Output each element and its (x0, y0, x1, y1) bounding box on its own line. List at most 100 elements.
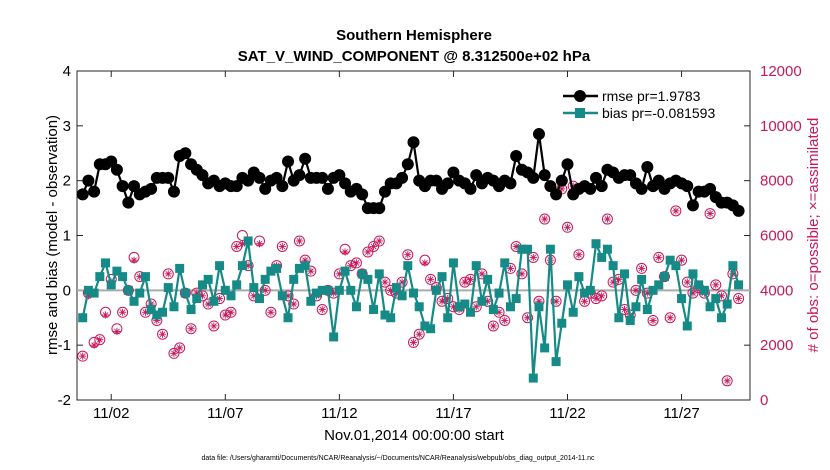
bias-point (483, 274, 493, 284)
possible-obs-point (653, 251, 665, 263)
assimilated-star-stroke (427, 276, 434, 283)
possible-obs-point (225, 306, 237, 318)
assimilated-star-stroke (165, 271, 172, 277)
assimilated-star-stroke (684, 279, 691, 285)
rmse-point (293, 169, 306, 182)
bias-point (186, 305, 196, 315)
possible-obs-point (174, 342, 186, 354)
bias-point (734, 280, 744, 290)
possible-obs-point (710, 279, 722, 291)
bias-point (551, 357, 561, 367)
assimilated-star-stroke (712, 281, 719, 288)
bias-point (443, 313, 453, 323)
bias-point (494, 288, 504, 298)
bias-point (329, 332, 339, 342)
possible-obs-point (168, 347, 180, 359)
y-right-tick-label: 8000 (760, 173, 793, 190)
y-right-tick-label: 4000 (760, 282, 793, 299)
bias-point (414, 302, 424, 312)
bias-point (163, 283, 173, 293)
assimilated-star-stroke (672, 207, 679, 214)
assimilated-star-stroke (131, 257, 137, 264)
legend-rmse-marker (574, 90, 586, 102)
assimilated-star-stroke (211, 323, 217, 329)
bias-point (694, 280, 704, 290)
assimilated-obs-point (369, 242, 378, 251)
bias-point (386, 313, 396, 323)
y-tick-label: 1 (63, 228, 71, 245)
assimilated-star-stroke (376, 238, 383, 244)
assimilated-star-stroke (319, 306, 326, 313)
assimilated-obs-point (341, 248, 349, 256)
x-tick-label: 11/02 (93, 405, 129, 422)
possible-obs-point (77, 350, 89, 362)
assimilated-star-stroke (439, 298, 445, 305)
assimilated-obs-point (706, 209, 714, 218)
bias-point (197, 280, 207, 290)
bias-point (226, 291, 236, 301)
assimilated-star-stroke (707, 210, 713, 217)
bias-point (460, 299, 470, 309)
rmse-point (167, 185, 180, 198)
bias-point (203, 274, 213, 284)
assimilated-star-stroke (222, 312, 229, 318)
bias-point (152, 310, 162, 320)
bias-point (351, 302, 361, 312)
possible-obs-point (259, 284, 271, 296)
bias-point (540, 343, 550, 353)
assimilated-star-stroke (519, 271, 525, 277)
bias-point (682, 321, 692, 331)
possible-obs-point (522, 312, 534, 324)
bias-point (118, 272, 128, 282)
bias-point (409, 288, 418, 298)
assimilated-obs-point (649, 316, 657, 325)
bias-point (585, 285, 595, 295)
possible-obs-point (396, 276, 408, 288)
assimilated-star-stroke (176, 345, 183, 351)
bias-point (260, 274, 270, 284)
assimilated-obs-point (267, 308, 275, 316)
possible-obs-point (293, 235, 305, 247)
assimilated-obs-point (592, 294, 600, 303)
possible-obs-point (368, 240, 380, 252)
possible-obs-point (499, 314, 511, 326)
rmse-point (316, 171, 329, 184)
assimilated-star-stroke (467, 276, 474, 283)
bias-point (78, 313, 88, 323)
assimilated-star-stroke (102, 312, 109, 318)
footer-data-file: data file: /Users/gharamti/Documents/NCA… (201, 455, 595, 462)
assimilated-obs-point (290, 300, 298, 308)
possible-obs-point (704, 208, 716, 220)
bias-point (106, 280, 116, 290)
assimilated-star-stroke (119, 309, 126, 316)
assimilated-obs-point (233, 242, 241, 251)
possible-obs-point (459, 276, 471, 288)
assimilated-star-stroke (422, 260, 428, 266)
possible-obs-point (687, 287, 699, 299)
bias-point (140, 272, 150, 282)
data-marks (76, 128, 745, 387)
rmse-point (550, 188, 563, 201)
bias-point (300, 261, 310, 271)
possible-obs-point (630, 284, 642, 296)
assimilated-star-stroke (233, 243, 240, 250)
bias-point (620, 269, 630, 279)
bias-point (346, 285, 356, 295)
assimilated-obs-point (210, 322, 218, 330)
assimilated-obs-point (187, 325, 195, 333)
possible-obs-point (664, 312, 676, 324)
y-ticks-right: 0 2000 4000 6000 8000 10000 12000 (744, 63, 802, 409)
bias-point (608, 261, 618, 271)
assimilated-star-stroke (290, 301, 297, 307)
possible-obs-point (402, 249, 414, 261)
assimilated-obs-point (501, 316, 509, 325)
assimilated-star-stroke (633, 287, 639, 294)
bias-point (545, 244, 555, 254)
rmse-point (282, 155, 295, 168)
x-tick-label: 11/07 (207, 405, 243, 422)
assimilated-star-stroke (479, 271, 485, 277)
bias-point (357, 269, 367, 279)
rmse-point (595, 180, 608, 193)
assimilated-star-stroke (188, 325, 194, 332)
assimilated-obs-point (90, 341, 98, 349)
